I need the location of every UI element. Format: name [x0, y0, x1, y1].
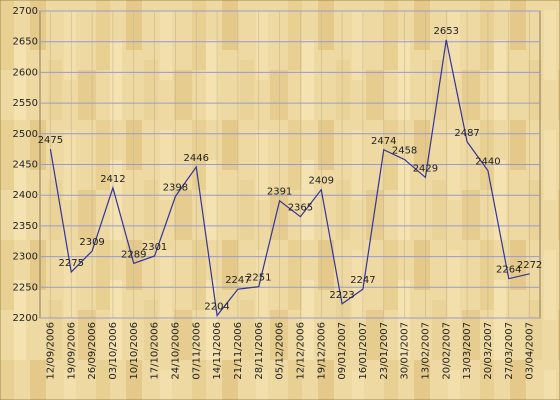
- data-label: 2398: [163, 182, 188, 193]
- x-tick-label: 20/02/2007: [441, 322, 452, 380]
- x-tick-label: 07/11/2006: [191, 322, 202, 380]
- y-tick-label: 2200: [13, 313, 38, 324]
- y-tick-label: 2400: [13, 190, 38, 201]
- x-tick-label: 10/10/2006: [129, 322, 140, 380]
- data-label: 2412: [100, 174, 125, 185]
- x-tick-label: 09/01/2007: [337, 322, 348, 380]
- x-tick-label: 16/01/2007: [358, 322, 369, 380]
- y-tick-label: 2250: [13, 282, 38, 293]
- data-label: 2264: [496, 265, 521, 276]
- data-label: 2272: [517, 260, 542, 271]
- x-tick-label: 30/01/2007: [400, 322, 411, 380]
- data-label: 2446: [184, 153, 209, 164]
- x-tick-label: 03/10/2006: [108, 322, 119, 380]
- x-tick-label: 21/11/2006: [233, 322, 244, 380]
- y-tick-label: 2450: [13, 160, 38, 171]
- x-tick-label: 14/11/2006: [212, 322, 223, 380]
- data-label: 2487: [454, 128, 479, 139]
- data-label: 2247: [225, 275, 250, 286]
- x-tick-label: 19/12/2006: [316, 322, 327, 380]
- data-label: 2391: [267, 187, 292, 198]
- x-tick-label: 13/02/2007: [420, 322, 431, 380]
- x-tick-label: 28/11/2006: [254, 322, 265, 380]
- data-label: 2289: [121, 249, 146, 260]
- x-tick-label: 12/12/2006: [295, 322, 306, 380]
- data-label: 2223: [329, 290, 354, 301]
- data-label: 2458: [392, 146, 417, 157]
- x-tick-label: 27/03/2007: [504, 322, 515, 380]
- x-tick-label: 12/09/2006: [45, 322, 56, 380]
- data-label: 2365: [288, 203, 313, 214]
- data-label: 2474: [371, 136, 396, 147]
- y-tick-label: 2350: [13, 221, 38, 232]
- x-tick-label: 23/01/2007: [379, 322, 390, 380]
- data-label: 2251: [246, 273, 271, 284]
- y-tick-label: 2650: [13, 37, 38, 48]
- x-tick-label: 19/09/2006: [66, 322, 77, 380]
- data-label: 2301: [142, 242, 167, 253]
- data-label: 2653: [434, 26, 459, 37]
- x-tick-label: 05/12/2006: [275, 322, 286, 380]
- y-tick-label: 2300: [13, 252, 38, 263]
- data-label: 2275: [59, 258, 84, 269]
- x-tick-label: 17/10/2006: [150, 322, 161, 380]
- y-tick-label: 2550: [13, 98, 38, 109]
- data-label: 2409: [309, 176, 334, 187]
- data-label: 2429: [413, 163, 438, 174]
- x-tick-label: 13/03/2007: [462, 322, 473, 380]
- line: [49, 39, 530, 318]
- y-tick-label: 2600: [13, 67, 38, 78]
- data-label: 2440: [475, 157, 500, 168]
- data-label: 2475: [38, 135, 63, 146]
- y-tick-label: 2500: [13, 129, 38, 140]
- data-label: 2247: [350, 275, 375, 286]
- data-label: 2204: [204, 302, 229, 313]
- data-label: 2309: [79, 237, 104, 248]
- x-tick-label: 24/10/2006: [170, 322, 181, 380]
- x-tick-label: 20/03/2007: [483, 322, 494, 380]
- x-tick-label: 26/09/2006: [87, 322, 98, 380]
- y-tick-label: 2700: [13, 6, 38, 17]
- x-tick-label: 03/04/2007: [525, 322, 536, 380]
